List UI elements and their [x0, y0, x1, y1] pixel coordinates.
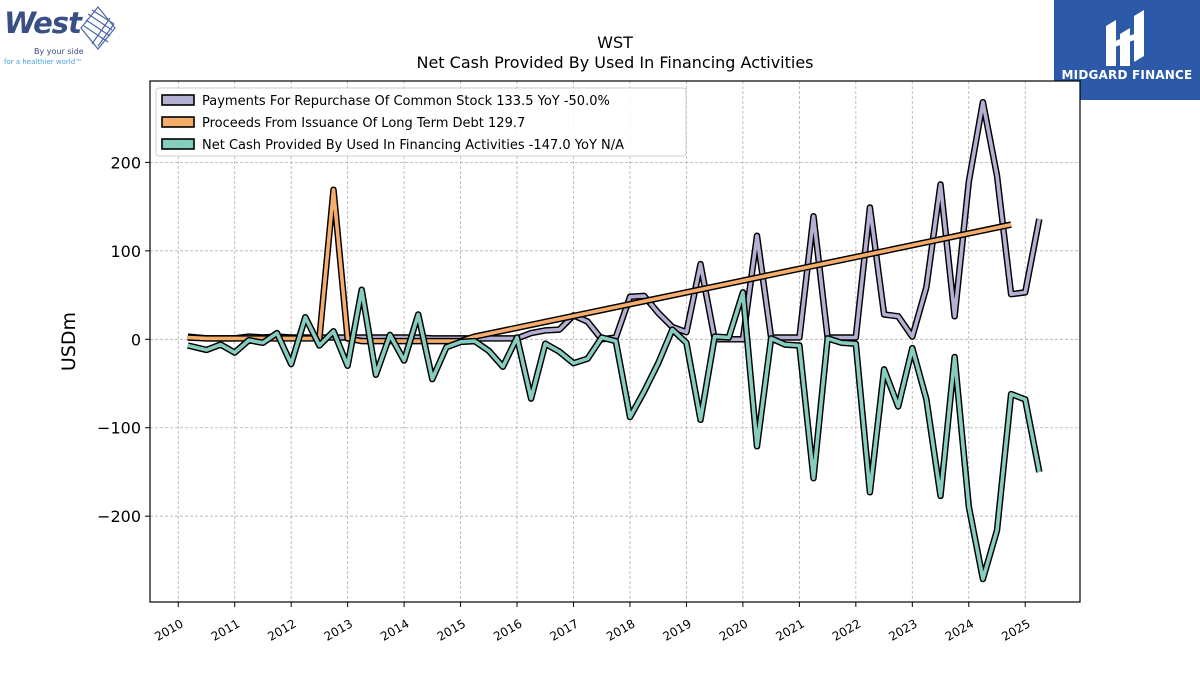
- x-tick-label: 2013: [322, 616, 355, 643]
- series-3-group: [187, 286, 1043, 583]
- x-tick-label: 2018: [604, 616, 637, 643]
- x-tick-label: 2017: [548, 616, 581, 643]
- legend-swatch-3: [161, 138, 195, 150]
- x-tick-label: 2014: [378, 616, 411, 643]
- x-tick-label: 2019: [660, 616, 693, 643]
- y-tick-label: 100: [110, 242, 141, 261]
- x-tick-label: 2025: [999, 616, 1032, 643]
- x-tick-label: 2020: [717, 616, 750, 643]
- series-2-line: [187, 188, 1012, 343]
- legend-label-1: Payments For Repurchase Of Common Stock …: [202, 94, 610, 109]
- x-tick-label: 2021: [773, 616, 806, 643]
- legend-label-2: Proceeds From Issuance Of Long Term Debt…: [202, 116, 525, 131]
- y-axis-label: USDm: [58, 312, 80, 371]
- legend-label-3: Net Cash Provided By Used In Financing A…: [202, 138, 624, 153]
- west-diamond-mark-icon: [80, 6, 116, 50]
- x-tick-label: 2015: [435, 616, 468, 643]
- legend-swatch-1: [161, 94, 195, 106]
- x-tick-label: 2023: [886, 616, 919, 643]
- legend-swatch-2: [161, 116, 195, 128]
- x-tick-label: 2010: [152, 616, 185, 643]
- west-logo: West By your side for a healthier world™: [4, 4, 116, 68]
- x-tick-label: 2012: [265, 616, 298, 643]
- west-logo-tagline-2: for a healthier world™: [4, 58, 83, 66]
- midgard-logo-text: MIDGARD FINANCE: [1061, 68, 1193, 82]
- axes-frame: [149, 80, 1081, 603]
- x-tick-label: 2016: [491, 616, 524, 643]
- legend-box: [155, 87, 687, 157]
- y-tick-label: −100: [97, 419, 141, 438]
- midgard-mark-icon: [1106, 10, 1144, 66]
- x-tick-label: 2022: [830, 616, 863, 643]
- west-logo-tagline: By your side: [34, 47, 84, 56]
- chart-title: WST: [597, 33, 633, 52]
- series-3-line: [187, 288, 1042, 581]
- y-tick-label: 200: [110, 153, 141, 172]
- legend: Payments For Repurchase Of Common Stock …: [155, 87, 687, 157]
- west-logo-word: West: [4, 6, 82, 40]
- y-tick-label: 0: [131, 330, 141, 349]
- x-tick-label: 2011: [209, 616, 242, 643]
- y-tick-label: −200: [97, 507, 141, 526]
- chart-subtitle: Net Cash Provided By Used In Financing A…: [416, 53, 813, 72]
- x-tick-label: 2024: [943, 616, 976, 643]
- series-2-group: [187, 186, 1012, 345]
